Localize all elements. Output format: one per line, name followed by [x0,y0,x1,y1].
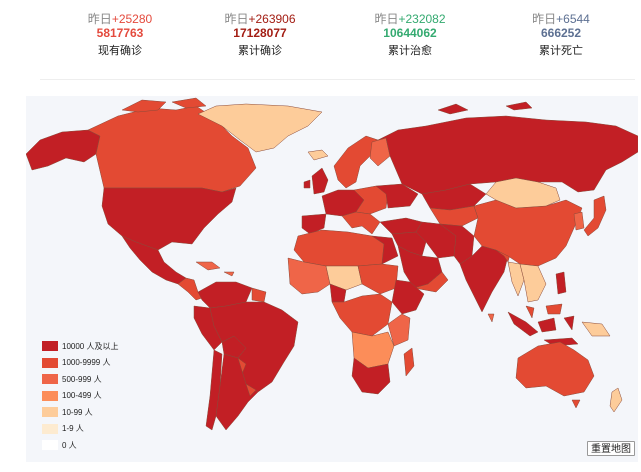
legend-swatch [42,423,58,434]
region-yemen-oman[interactable] [413,271,449,293]
legend-item[interactable]: 1000-9999 人 [42,355,118,372]
region-malaysia[interactable] [525,303,563,319]
legend-swatch [42,357,58,368]
region-japan[interactable] [583,195,607,237]
divider [40,79,635,80]
legend-item[interactable]: 100-499 人 [42,388,118,405]
legend-item[interactable]: 500-999 人 [42,371,118,388]
region-scandinavia[interactable] [333,135,379,189]
region-philippines[interactable] [555,271,567,295]
stat-yesterday-label: 昨日 [224,12,249,26]
region-south-africa[interactable] [351,357,391,395]
region-uk[interactable] [303,167,329,195]
region-north-africa[interactable] [293,229,385,267]
stat-label: 累计确诊 [238,45,282,57]
stat-yesterday-label: 昨日 [87,12,112,26]
stat-value: 17128077 [233,26,287,40]
region-arctic-islands[interactable] [121,97,207,113]
region-italy-balkans[interactable] [341,211,381,235]
legend-label: 1-9 人 [62,424,84,434]
region-argentina[interactable] [215,353,259,431]
legend-swatch [42,440,58,451]
region-canada[interactable] [87,105,257,193]
legend-label: 1000-9999 人 [62,358,111,368]
legend-item[interactable]: 1-9 人 [42,421,118,438]
legend-swatch [42,341,58,352]
region-tasmania[interactable] [571,399,581,409]
region-uruguay[interactable] [245,383,257,397]
region-egypt[interactable] [371,235,399,265]
stat-label: 现有确诊 [98,45,142,57]
stat-label: 累计治愈 [388,45,432,57]
region-caribbean[interactable] [195,261,235,277]
stat-delta: +6544 [556,12,590,26]
region-east-africa[interactable] [387,313,411,347]
legend-item[interactable]: 10-99 人 [42,404,118,421]
stat-delta: +25280 [111,12,153,26]
region-russia-islands[interactable] [437,101,533,115]
legend-label: 10-99 人 [62,407,93,417]
legend-swatch [42,407,58,418]
stat-value: 666252 [540,26,582,40]
region-guianas[interactable] [251,287,267,303]
region-indonesia[interactable] [507,311,579,347]
region-sri-lanka[interactable] [487,313,495,323]
region-thailand-indochina[interactable] [519,263,547,303]
stat-yesterday-line: 昨日+25280 [45,12,195,26]
world-map-svg[interactable] [26,96,638,462]
stat-yesterday-line: 昨日+232082 [335,12,485,26]
legend-swatch [42,374,58,385]
region-myanmar[interactable] [507,261,525,297]
region-sudan[interactable] [357,263,399,295]
stat-total-cured: 昨日+232082 10644062 累计治愈 [335,12,485,60]
region-united-states[interactable] [101,187,237,251]
region-india[interactable] [459,245,509,313]
stat-yesterday-label: 昨日 [532,12,557,26]
region-alaska[interactable] [26,129,101,171]
region-chile[interactable] [205,349,223,431]
stat-value: 5817763 [96,26,144,40]
world-map[interactable] [26,96,638,462]
reset-map-button[interactable]: 重置地图 [587,441,635,456]
region-central-africa[interactable] [331,293,393,337]
legend-item[interactable]: 0 人 [42,437,118,454]
region-australia[interactable] [515,341,595,397]
region-png[interactable] [581,321,611,337]
region-madagascar[interactable] [403,347,415,377]
stat-label: 累计死亡 [539,45,583,57]
stat-yesterday-label: 昨日 [374,12,399,26]
legend-label: 0 人 [62,440,77,450]
stat-yesterday-line: 昨日+263906 [185,12,335,26]
legend-swatch [42,390,58,401]
region-greenland[interactable] [197,103,323,153]
stat-current-confirmed: 昨日+25280 5817763 现有确诊 [45,12,195,60]
stat-total-confirmed: 昨日+263906 17128077 累计确诊 [185,12,335,60]
stat-total-deaths: 昨日+6544 666252 累计死亡 [486,12,636,60]
stat-yesterday-line: 昨日+6544 [486,12,636,26]
legend-label: 10000 人及以上 [62,341,119,351]
legend-label: 100-499 人 [62,391,102,401]
legend-item[interactable]: 10000 人及以上 [42,338,118,355]
map-legend: 10000 人及以上 1000-9999 人 500-999 人 100-499… [42,338,118,454]
region-new-zealand[interactable] [609,387,623,413]
legend-label: 500-999 人 [62,374,102,384]
stats-bar: 昨日+25280 5817763 现有确诊 昨日+263906 17128077… [0,0,641,80]
region-west-africa[interactable] [287,257,331,295]
region-iceland[interactable] [307,149,329,161]
region-turkey[interactable] [379,217,423,235]
region-sahel[interactable] [325,265,363,291]
region-mongolia[interactable] [485,177,561,209]
stat-value: 10644062 [383,26,437,40]
region-korea[interactable] [573,211,585,231]
stat-delta: +232082 [398,12,446,26]
stat-delta: +263906 [248,12,296,26]
region-central-america[interactable] [177,277,203,301]
